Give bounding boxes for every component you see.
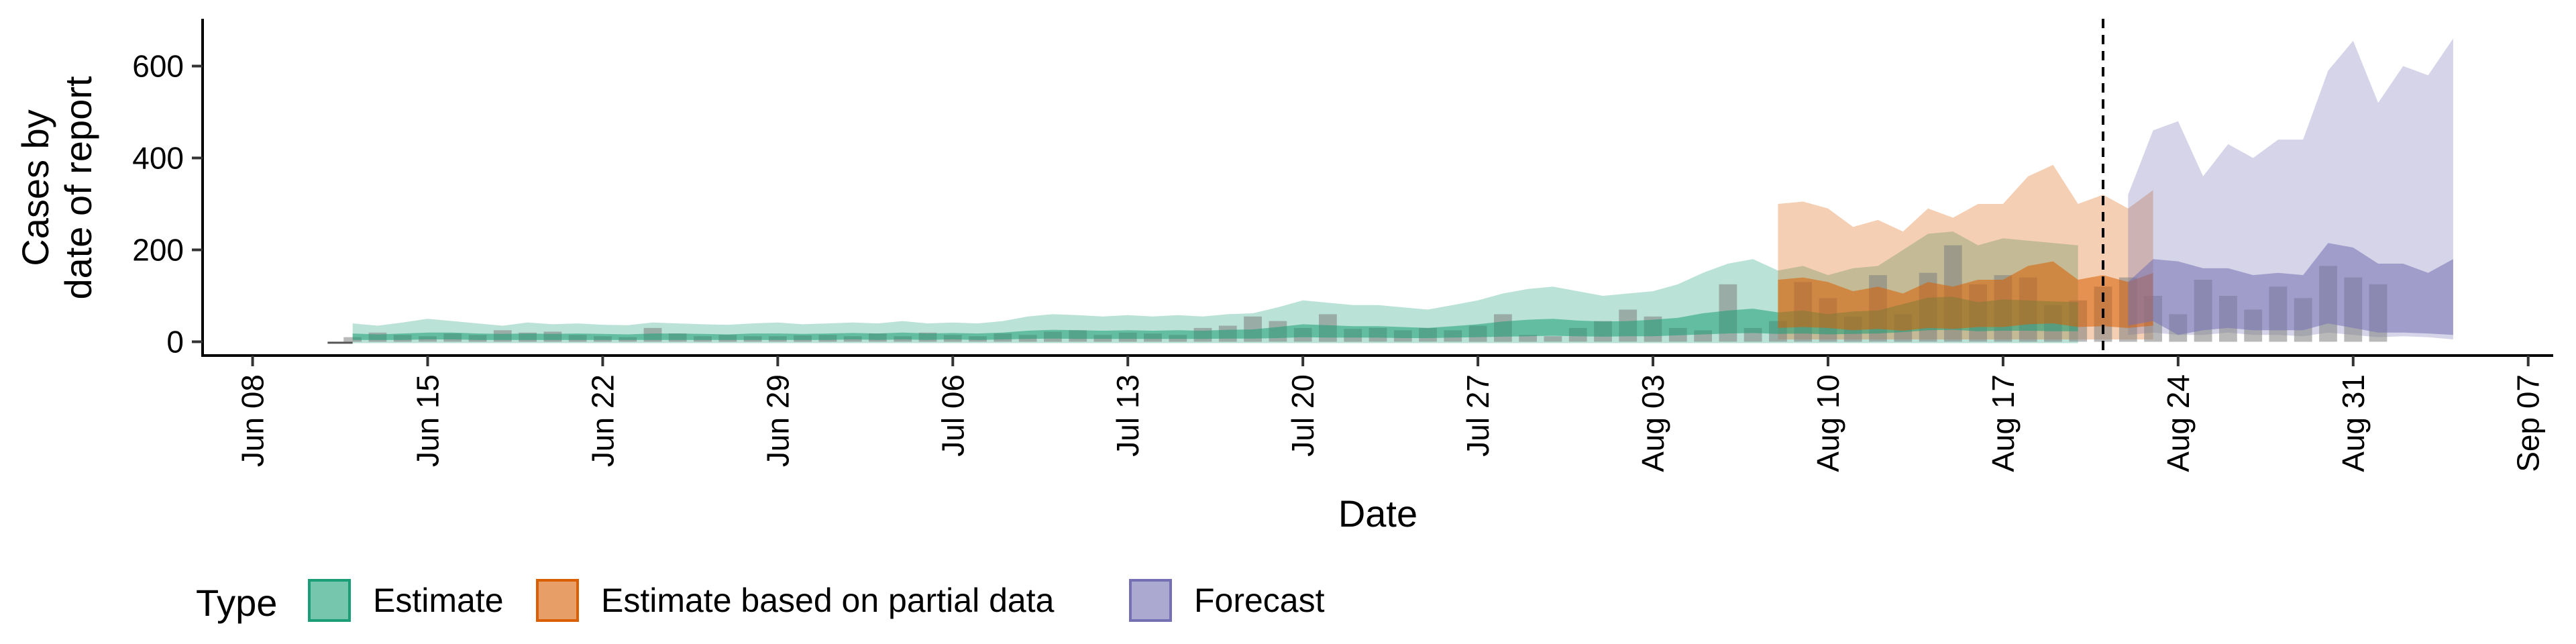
band-inner-series-2 <box>2128 243 2453 335</box>
x-tick-label: Jul 20 <box>1285 374 1320 457</box>
legend-swatch <box>308 579 351 622</box>
x-tick-label: Aug 03 <box>1635 374 1670 472</box>
legend-item: Estimate <box>307 578 504 623</box>
y-tick-label: 400 <box>132 140 184 175</box>
x-tick-label: Aug 10 <box>1811 374 1845 472</box>
reported-cases-bar <box>343 337 362 342</box>
y-tick-label: 200 <box>132 232 184 267</box>
legend: Type Estimate Estimate based on partial d… <box>196 578 1325 624</box>
x-axis-title: Date <box>1338 492 1417 535</box>
x-tick-label: Aug 17 <box>1986 374 2021 472</box>
reported-cases-bar <box>1519 335 1537 342</box>
legend-title: Type <box>196 582 277 624</box>
band-inner-series-1 <box>1778 261 2153 331</box>
x-tick-label: Aug 24 <box>2161 374 2196 472</box>
reported-cases-bar <box>1544 336 1562 342</box>
axes: 0 200 400 600 Jun 08 Jun 15 Jun 22 Jun 29 Jul 06… <box>132 19 2553 472</box>
x-tick-label: Jul 06 <box>935 374 970 457</box>
band-outer-series-0 <box>352 231 2078 343</box>
y-tick-label: 0 <box>166 324 184 359</box>
x-tick-label: Jun 22 <box>585 374 620 467</box>
x-tick-label: Jun 15 <box>410 374 445 467</box>
y-axis-title-line-2: date of report <box>57 76 99 300</box>
legend-swatch <box>536 579 579 622</box>
legend-item: Forecast <box>1128 578 1325 623</box>
x-tick-label: Aug 31 <box>2336 374 2371 472</box>
y-axis-title-line-1: Cases by <box>14 109 56 266</box>
x-tick-label: Sep 07 <box>2511 374 2546 472</box>
band-inner-series-0 <box>352 297 2078 340</box>
plot-area <box>327 19 2453 356</box>
x-tick-label: Jul 27 <box>1460 374 1495 457</box>
legend-swatch <box>1129 579 1172 622</box>
x-tick-label: Jun 08 <box>235 374 270 467</box>
legend-label: Estimate <box>373 582 504 619</box>
y-tick-label: 600 <box>132 48 184 83</box>
legend-label: Estimate based on partial data <box>601 582 1055 619</box>
legend-item: Estimate based on partial data <box>535 578 1055 623</box>
x-tick-label: Jul 13 <box>1110 374 1145 457</box>
x-tick-label: Jun 29 <box>760 374 795 467</box>
legend-label: Forecast <box>1194 582 1325 619</box>
